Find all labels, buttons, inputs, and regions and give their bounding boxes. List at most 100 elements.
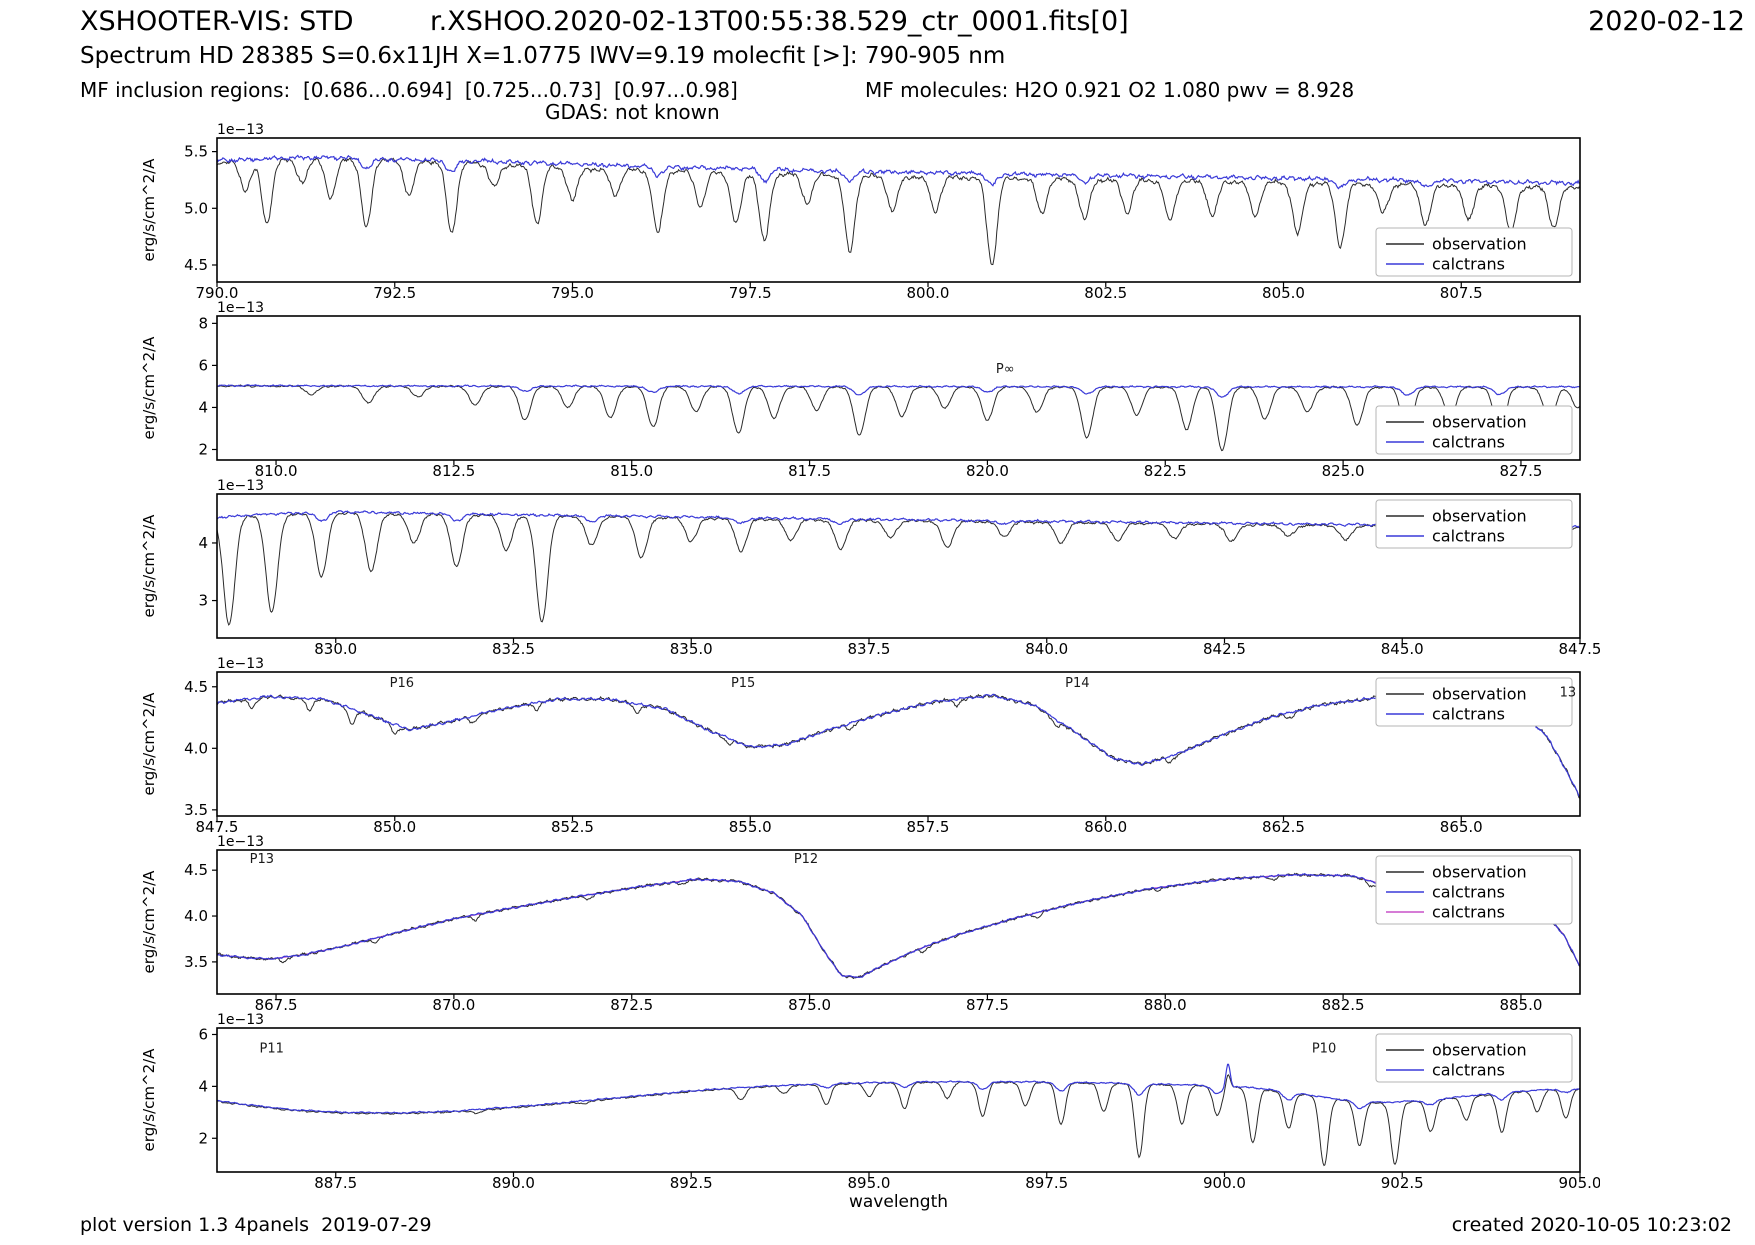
x-tick-label: 842.5 [1203,640,1246,656]
y-axis-label: erg/s/cm^2/A [140,1048,158,1152]
y-tick-label: 8 [198,314,208,332]
line-annotation: P12 [794,852,818,867]
x-tick-label: 870.0 [432,996,475,1012]
x-tick-label: 827.5 [1499,462,1542,478]
x-tick-label: 815.0 [610,462,653,478]
y-tick-label: 4.0 [184,739,208,757]
gdas-status: GDAS: not known [545,100,720,124]
x-tick-label: 875.0 [788,996,831,1012]
offset-label: 1e−13 [217,656,264,672]
observation-curve [217,1074,1580,1167]
line-annotation: P15 [731,676,755,691]
spectrum-subtitle: Spectrum HD 28385 S=0.6x11JH X=1.0775 IW… [80,43,1006,69]
y-axis-label: erg/s/cm^2/A [140,870,158,974]
spectrum-panel-6: 1e−13 erg/s/cm^2/A 887.5 890.0 892.5 895.0 897… [140,1012,1600,1190]
x-axis-label: wavelength [848,1192,949,1212]
x-tick-label: 877.5 [966,996,1009,1012]
line-annotation: P13 [250,852,274,867]
x-tick-label: 817.5 [788,462,831,478]
legend-label: calctrans [1432,527,1505,546]
legend-label: observation [1432,507,1527,526]
y-tick-label: 5.5 [184,143,208,161]
observation-curve [217,157,1580,266]
calctrans-curve [217,873,1580,979]
x-tick-label: 840.0 [1025,640,1068,656]
spectrum-panel-2: 1e−13 erg/s/cm^2/A 810.0 812.5 815.0 817.5 820… [140,300,1581,478]
x-tick-label: 855.0 [729,818,772,834]
line-annotation: P10 [1312,1042,1336,1057]
x-tick-label: 885.0 [1499,996,1542,1012]
mf-molecules: MF molecules: H2O 0.921 O2 1.080 pwv = 8… [865,78,1355,102]
x-tick-label: 902.5 [1381,1174,1424,1190]
x-tick-label: 805.0 [1262,284,1305,300]
mf-inclusion-regions: MF inclusion regions: [0.686...0.694] [0… [80,78,738,102]
y-tick-label: 3.5 [184,801,208,819]
spectrum-panel-4: 1e−13 erg/s/cm^2/A 847.5 850.0 852.5 855.0 857… [140,656,1581,834]
x-tick-label: 797.5 [729,284,772,300]
calctrans-curve [217,154,1580,190]
x-tick-label: 887.5 [314,1174,357,1190]
x-tick-label: 892.5 [670,1174,713,1190]
legend-label: calctrans [1432,883,1505,902]
y-tick-label: 2 [198,440,208,458]
page-title: XSHOOTER-VIS: STD [80,6,354,37]
line-annotation: 13 [1560,686,1577,701]
calctrans-curve [217,1063,1580,1115]
x-tick-label: 857.5 [907,818,950,834]
legend-label: observation [1432,1041,1527,1060]
calctrans-curve [217,510,1580,530]
offset-label: 1e−13 [217,478,264,494]
y-tick-label: 4.0 [184,907,208,925]
x-tick-label: 825.0 [1322,462,1365,478]
x-tick-label: 880.0 [1144,996,1187,1012]
spectrum-panels: 1e−13 erg/s/cm^2/A 790.0 792.5 795.0 797.5 800… [140,122,1600,1190]
x-tick-label: 847.5 [1559,640,1600,656]
y-tick-label: 2 [198,1129,208,1147]
y-tick-label: 6 [198,356,208,374]
spectrum-panel-5: 1e−13 erg/s/cm^2/A 867.5 870.0 872.5 875.0 877… [140,834,1581,1012]
x-tick-label: 850.0 [373,818,416,834]
calctrans-curve [217,693,1580,798]
line-annotation: P14 [1065,676,1089,691]
x-tick-label: 837.5 [848,640,891,656]
y-tick-label: 4 [198,534,208,552]
x-tick-label: 807.5 [1440,284,1483,300]
y-axis-label: erg/s/cm^2/A [140,514,158,618]
legend-label: calctrans [1432,903,1505,922]
x-tick-label: 865.0 [1440,818,1483,834]
offset-label: 1e−13 [217,834,264,850]
y-tick-label: 4 [198,398,208,416]
offset-label: 1e−13 [217,122,264,138]
legend-label: observation [1432,413,1527,432]
x-tick-label: 832.5 [492,640,535,656]
line-annotation: P∞ [996,362,1015,377]
y-tick-label: 4 [198,1077,208,1095]
y-tick-label: 3 [198,592,208,610]
x-tick-label: 895.0 [848,1174,891,1190]
x-tick-label: 872.5 [610,996,653,1012]
x-tick-label: 862.5 [1262,818,1305,834]
observation-date: 2020-02-12 [1588,6,1745,37]
legend-label: observation [1432,863,1527,882]
x-tick-label: 835.0 [670,640,713,656]
x-tick-label: 802.5 [1084,284,1127,300]
y-tick-label: 4.5 [184,678,208,696]
x-tick-label: 900.0 [1203,1174,1246,1190]
y-axis-label: erg/s/cm^2/A [140,336,158,440]
plot-version-footer: plot version 1.3 4panels 2019-07-29 [80,1214,432,1236]
x-tick-label: 847.5 [196,818,239,834]
y-axis-label: erg/s/cm^2/A [140,692,158,796]
x-tick-label: 792.5 [373,284,416,300]
offset-label: 1e−13 [217,1012,264,1028]
x-tick-label: 822.5 [1144,462,1187,478]
spectrum-panel-1: 1e−13 erg/s/cm^2/A 790.0 792.5 795.0 797.5 800… [140,122,1581,300]
x-tick-label: 867.5 [255,996,298,1012]
x-tick-label: 882.5 [1322,996,1365,1012]
legend-label: observation [1432,685,1527,704]
